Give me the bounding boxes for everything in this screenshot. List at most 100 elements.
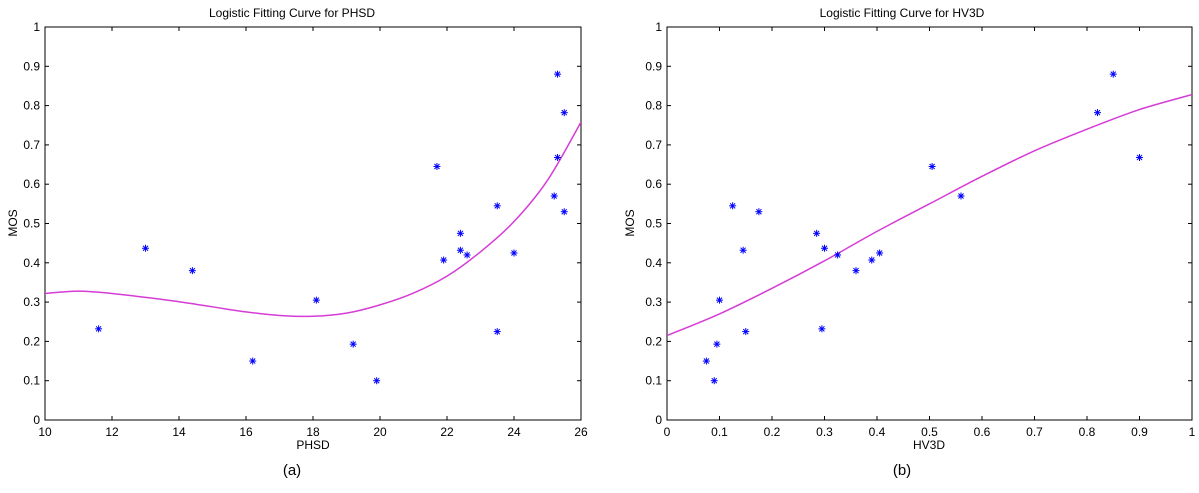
chart-b-data-point <box>1094 109 1101 117</box>
chart-a-ytick-label: 0.4 <box>23 256 40 270</box>
chart-a-data-point <box>493 202 501 210</box>
chart-b-data-point <box>821 244 828 252</box>
chart-b-ylabel: MOS <box>623 209 637 236</box>
chart-a-data-point <box>433 163 441 171</box>
chart-b-ytick-label: 0.1 <box>645 374 662 388</box>
chart-b-xlabel: HV3D <box>913 438 945 452</box>
chart-b-ytick-label: 0.7 <box>645 138 662 152</box>
chart-a-data-point <box>373 377 381 385</box>
chart-b-xtick-label: 0.1 <box>711 425 728 439</box>
chart-b-ytick-label: 0.6 <box>645 177 662 191</box>
chart-b-ytick-label: 0 <box>655 413 662 427</box>
chart-a-xtick-label: 10 <box>38 425 52 439</box>
chart-a-xtick-label: 24 <box>507 425 521 439</box>
chart-b-plot-area <box>666 26 1193 421</box>
chart-b-title: Logistic Fitting Curve for HV3D <box>820 6 985 20</box>
chart-a-title: Logistic Fitting Curve for PHSD <box>209 6 375 20</box>
chart-a-data-point <box>95 325 103 333</box>
chart-a-data-point <box>554 70 562 78</box>
chart-a-ytick-label: 0.2 <box>23 334 40 348</box>
chart-a-ytick-label: 0 <box>33 413 40 427</box>
chart-a-plot-area <box>44 26 582 421</box>
chart-b-xtick-label: 0.7 <box>1026 425 1043 439</box>
chart-b-ytick-label: 1 <box>655 20 662 34</box>
chart-b-ytick-label: 0.8 <box>645 99 662 113</box>
chart-a-fit-curve <box>45 121 581 318</box>
chart-b-ytick-label: 0.2 <box>645 334 662 348</box>
chart-b-data-point <box>742 328 750 336</box>
chart-b-ytick-label: 0.5 <box>645 217 662 231</box>
chart-b-data-point <box>755 208 763 216</box>
chart-b-xtick-label: 0.4 <box>869 425 886 439</box>
chart-a-data-point <box>463 251 471 259</box>
chart-a-ticks: 10 12 14 16 18 20 22 24 26 0 0.1 0.2 0.3 0.4 0.5 0.6 0.7… <box>23 20 588 439</box>
chart-a: Logistic Fitting Curve for PHSD 10 12 14 16… <box>6 6 588 479</box>
chart-b-data-point <box>868 256 876 264</box>
chart-b-data-point <box>739 246 747 254</box>
chart-a-data-point <box>440 256 448 264</box>
chart-b-data-point <box>928 163 936 171</box>
chart-a-xtick-label: 26 <box>574 425 588 439</box>
chart-a-ylabel: MOS <box>6 209 20 236</box>
chart-b-data-point <box>818 325 826 333</box>
chart-a-data-point <box>560 109 568 117</box>
chart-a-ytick-label: 0.1 <box>23 374 40 388</box>
chart-a-points-layer <box>95 70 568 385</box>
chart-a-data-point <box>249 357 257 365</box>
chart-b: Logistic Fitting Curve for HV3D 0 0.1 0.2 0… <box>623 6 1196 479</box>
chart-a-curve-layer <box>45 121 581 318</box>
chart-b-data-point <box>710 377 718 385</box>
chart-a-caption: (a) <box>283 462 301 479</box>
chart-b-data-point <box>813 229 821 237</box>
chart-a-ytick-label: 0.9 <box>23 59 40 73</box>
chart-b-xtick-label: 0 <box>664 425 671 439</box>
chart-b-xtick-label: 0.8 <box>1079 425 1096 439</box>
chart-a-data-point <box>493 328 501 336</box>
chart-a-xtick-label: 22 <box>440 425 454 439</box>
chart-a-data-point <box>510 249 518 257</box>
chart-b-xtick-label: 0.5 <box>921 425 938 439</box>
chart-b-fit-curve <box>667 93 1192 337</box>
chart-b-caption: (b) <box>893 462 911 479</box>
chart-b-ytick-label: 0.4 <box>645 256 662 270</box>
chart-a-ytick-label: 0.5 <box>23 217 40 231</box>
chart-a-data-point <box>312 296 320 304</box>
chart-b-data-point <box>852 267 860 275</box>
chart-a-xlabel: PHSD <box>296 438 330 452</box>
chart-b-xtick-label: 0.6 <box>974 425 991 439</box>
chart-a-ytick-label: 0.8 <box>23 99 40 113</box>
chart-b-data-point <box>716 296 723 304</box>
chart-b-xtick-label: 0.3 <box>816 425 833 439</box>
chart-b-data-point <box>876 249 884 257</box>
chart-b-ytick-label: 0.9 <box>645 59 662 73</box>
chart-a-data-point <box>554 153 562 161</box>
chart-a-xtick-label: 16 <box>239 425 253 439</box>
chart-a-ytick-label: 0.7 <box>23 138 40 152</box>
chart-b-data-point <box>729 202 737 210</box>
chart-a-ytick-label: 1 <box>33 20 40 34</box>
chart-a-data-point <box>349 340 357 348</box>
chart-a-xtick-label: 12 <box>105 425 119 439</box>
chart-a-xtick-label: 14 <box>172 425 186 439</box>
chart-a-data-point <box>456 229 464 237</box>
chart-a-data-point <box>142 244 149 252</box>
chart-b-xtick-label: 1 <box>1189 425 1196 439</box>
chart-b-data-point <box>702 357 710 365</box>
chart-b-data-point <box>1136 153 1143 161</box>
chart-b-data-point <box>1109 70 1117 78</box>
chart-b-xtick-label: 0.2 <box>764 425 781 439</box>
chart-b-curve-layer <box>667 93 1192 337</box>
chart-b-data-point <box>713 340 721 348</box>
chart-a-ytick-label: 0.3 <box>23 295 40 309</box>
chart-a-data-point <box>560 208 568 216</box>
chart-b-ytick-label: 0.3 <box>645 295 662 309</box>
chart-a-ytick-label: 0.6 <box>23 177 40 191</box>
chart-b-data-point <box>957 192 965 200</box>
chart-b-xtick-label: 0.9 <box>1131 425 1148 439</box>
chart-b-points-layer <box>702 70 1143 385</box>
chart-b-ticks: 0 0.1 0.2 0.3 0.4 0.5 0.6 0.7 0.8 0.9 1 0 0.1 0.2 0.3 0… <box>645 20 1195 439</box>
chart-a-data-point <box>188 267 196 275</box>
chart-a-data-point <box>456 246 464 254</box>
chart-b-data-point <box>834 251 842 259</box>
